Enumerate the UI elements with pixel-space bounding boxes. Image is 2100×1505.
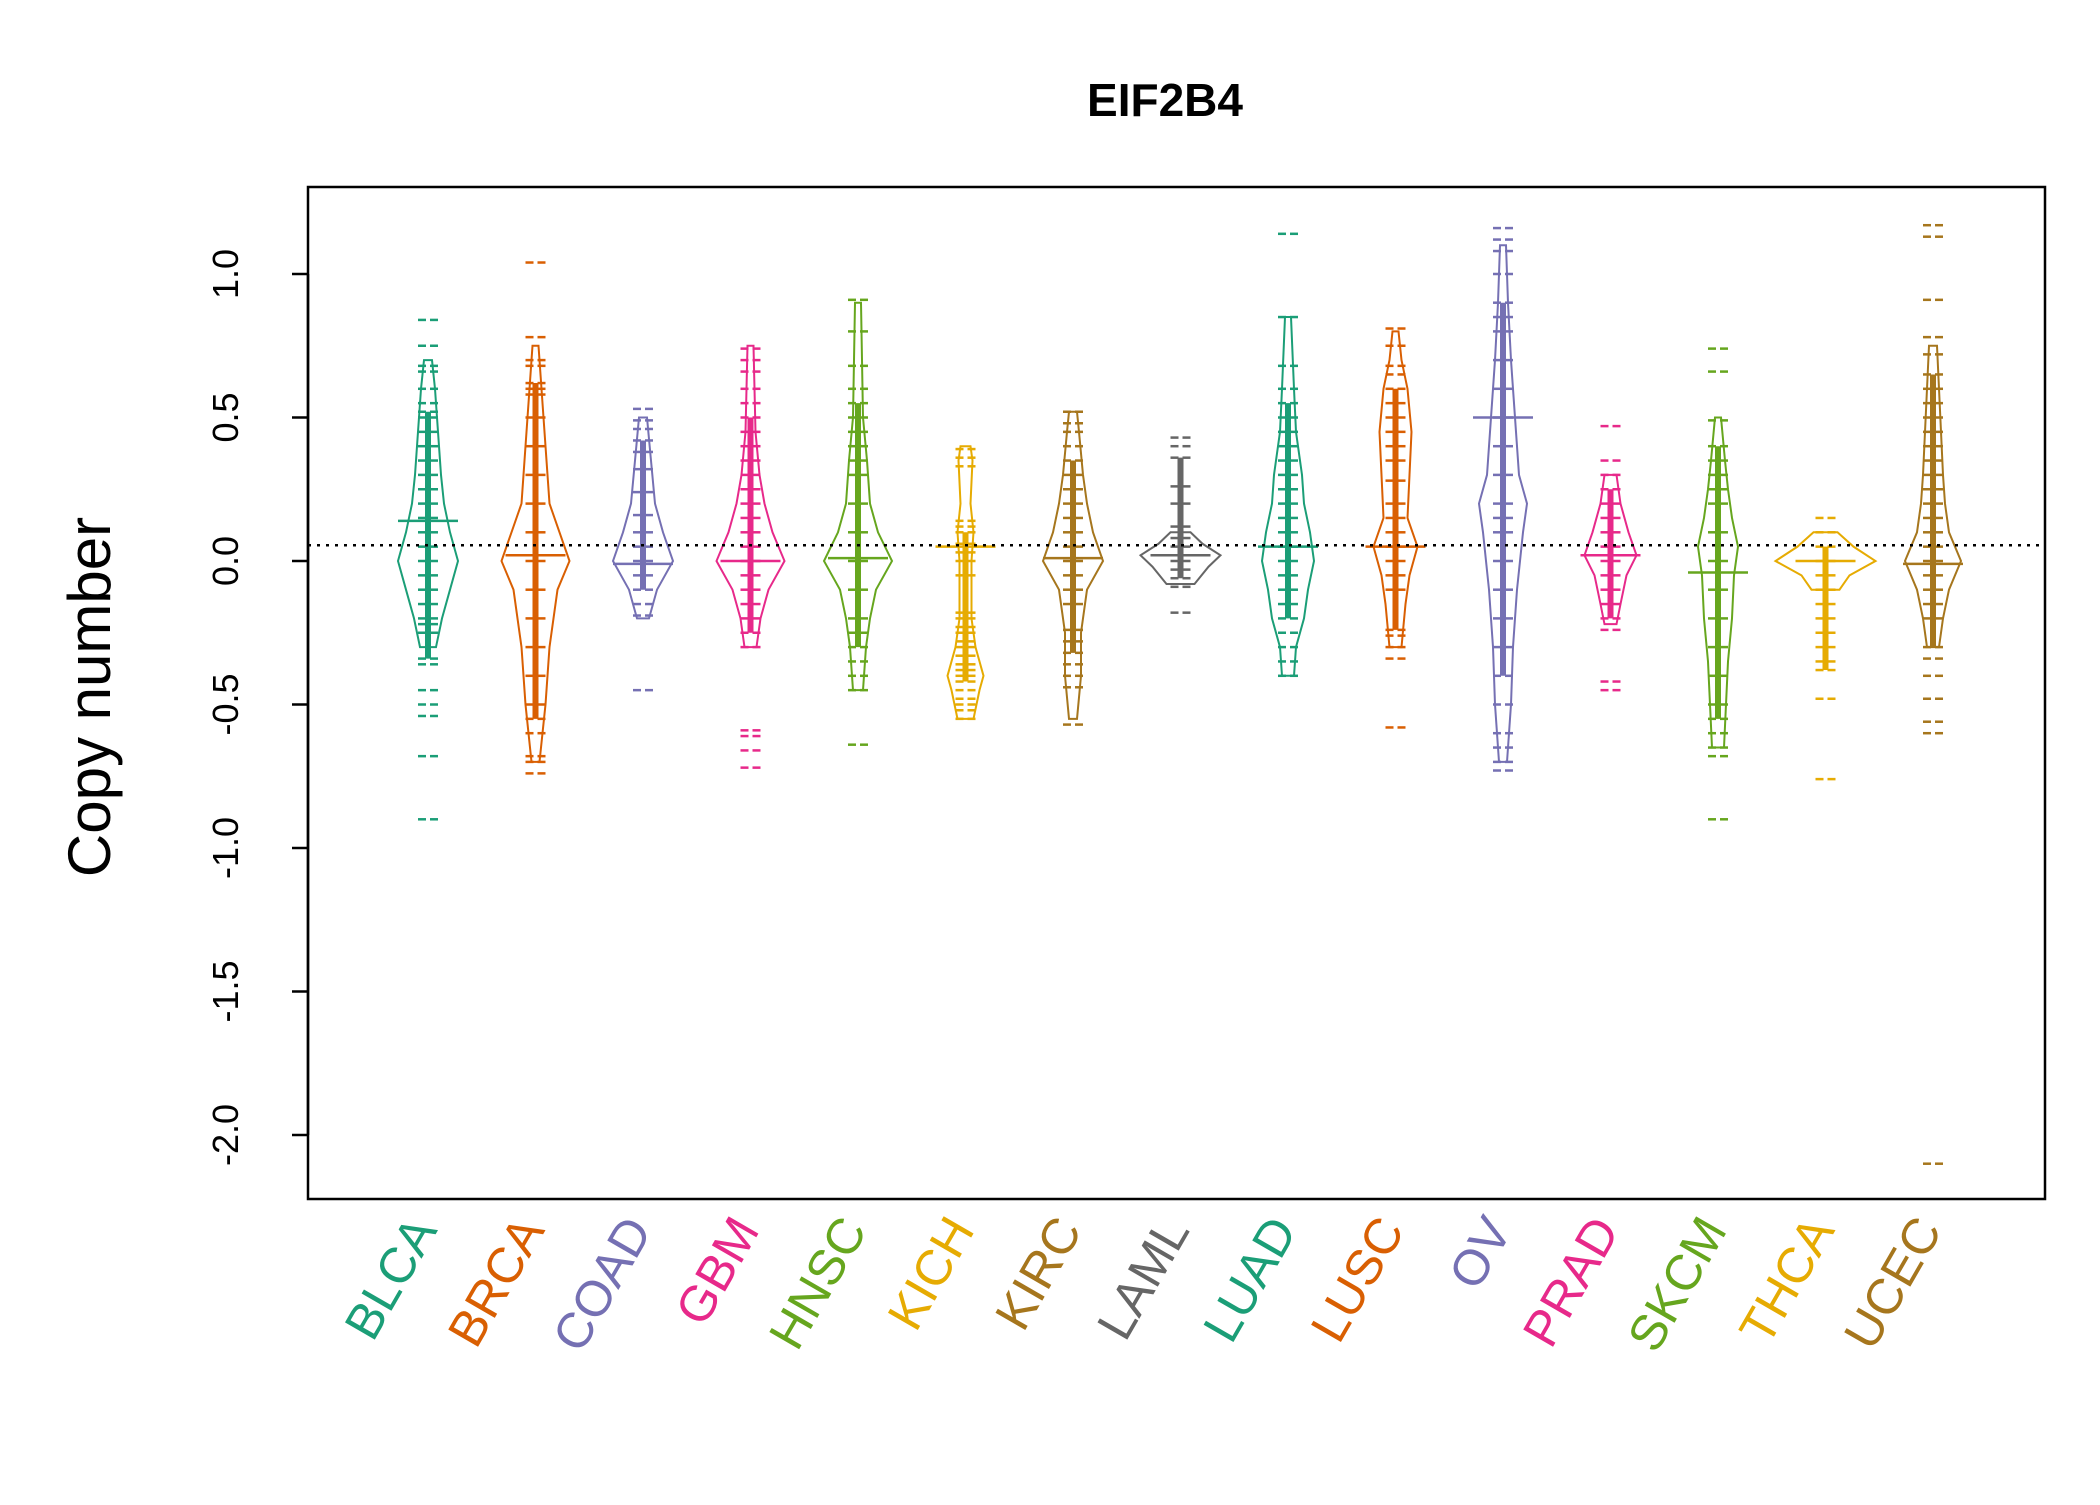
x-tick-label-ov: OV [1438,1207,1523,1298]
y-tick-label: 0.0 [205,536,246,586]
bean-kirc [1041,410,1105,726]
x-tick-label-luad: LUAD [1192,1208,1307,1352]
x-tick-label-laml: LAML [1086,1208,1200,1349]
y-tick-label: 1.0 [205,249,246,299]
x-tick-label-skcm: SKCM [1617,1208,1738,1361]
bean-ucec [1903,223,1963,1165]
x-tick-label-hnsc: HNSC [758,1208,877,1359]
bean-blca [396,318,460,821]
bean-hnsc [822,298,894,746]
x-tick-label-kich: KICH [877,1208,985,1339]
bean-coad [611,407,675,692]
x-tick-label-thca: THCA [1728,1207,1845,1353]
bean-brca [500,261,571,775]
x-tick-label-blca: BLCA [334,1207,448,1349]
chart-title: EIF2B4 [1087,74,1243,126]
y-axis: 1.0 0.5 0.0 -0.5 -1.0 -1.5 -2.0 [205,249,310,1166]
y-tick-label: -0.5 [205,673,246,735]
x-tick-label-coad: COAD [542,1208,663,1361]
x-tick-label-gbm: GBM [665,1208,770,1335]
y-tick-label: -1.5 [205,960,246,1022]
bean-kich [935,445,996,721]
x-tick-label-brca: BRCA [437,1207,555,1356]
bean-ov [1473,226,1533,772]
x-tick-label-ucec: UCEC [1833,1208,1952,1359]
bean-thca [1773,516,1878,781]
bean-laml [1138,436,1223,614]
y-tick-label: 0.5 [205,392,246,442]
x-tick-label-kirc: KIRC [984,1208,1092,1339]
bean-luad [1258,232,1318,678]
y-tick-label: -2.0 [205,1104,246,1166]
plot-frame [306,185,2047,1201]
x-tick-label-prad: PRAD [1512,1208,1630,1356]
x-tick-label-lusc: LUSC [1300,1208,1415,1352]
bean-gbm [715,344,786,769]
y-axis-label: Copy number [56,517,123,877]
beans-layer [396,223,1963,1165]
bean-skcm [1688,347,1748,821]
y-tick-label: -1.0 [205,817,246,879]
bean-lusc [1365,327,1426,729]
bean-prad [1580,424,1641,692]
